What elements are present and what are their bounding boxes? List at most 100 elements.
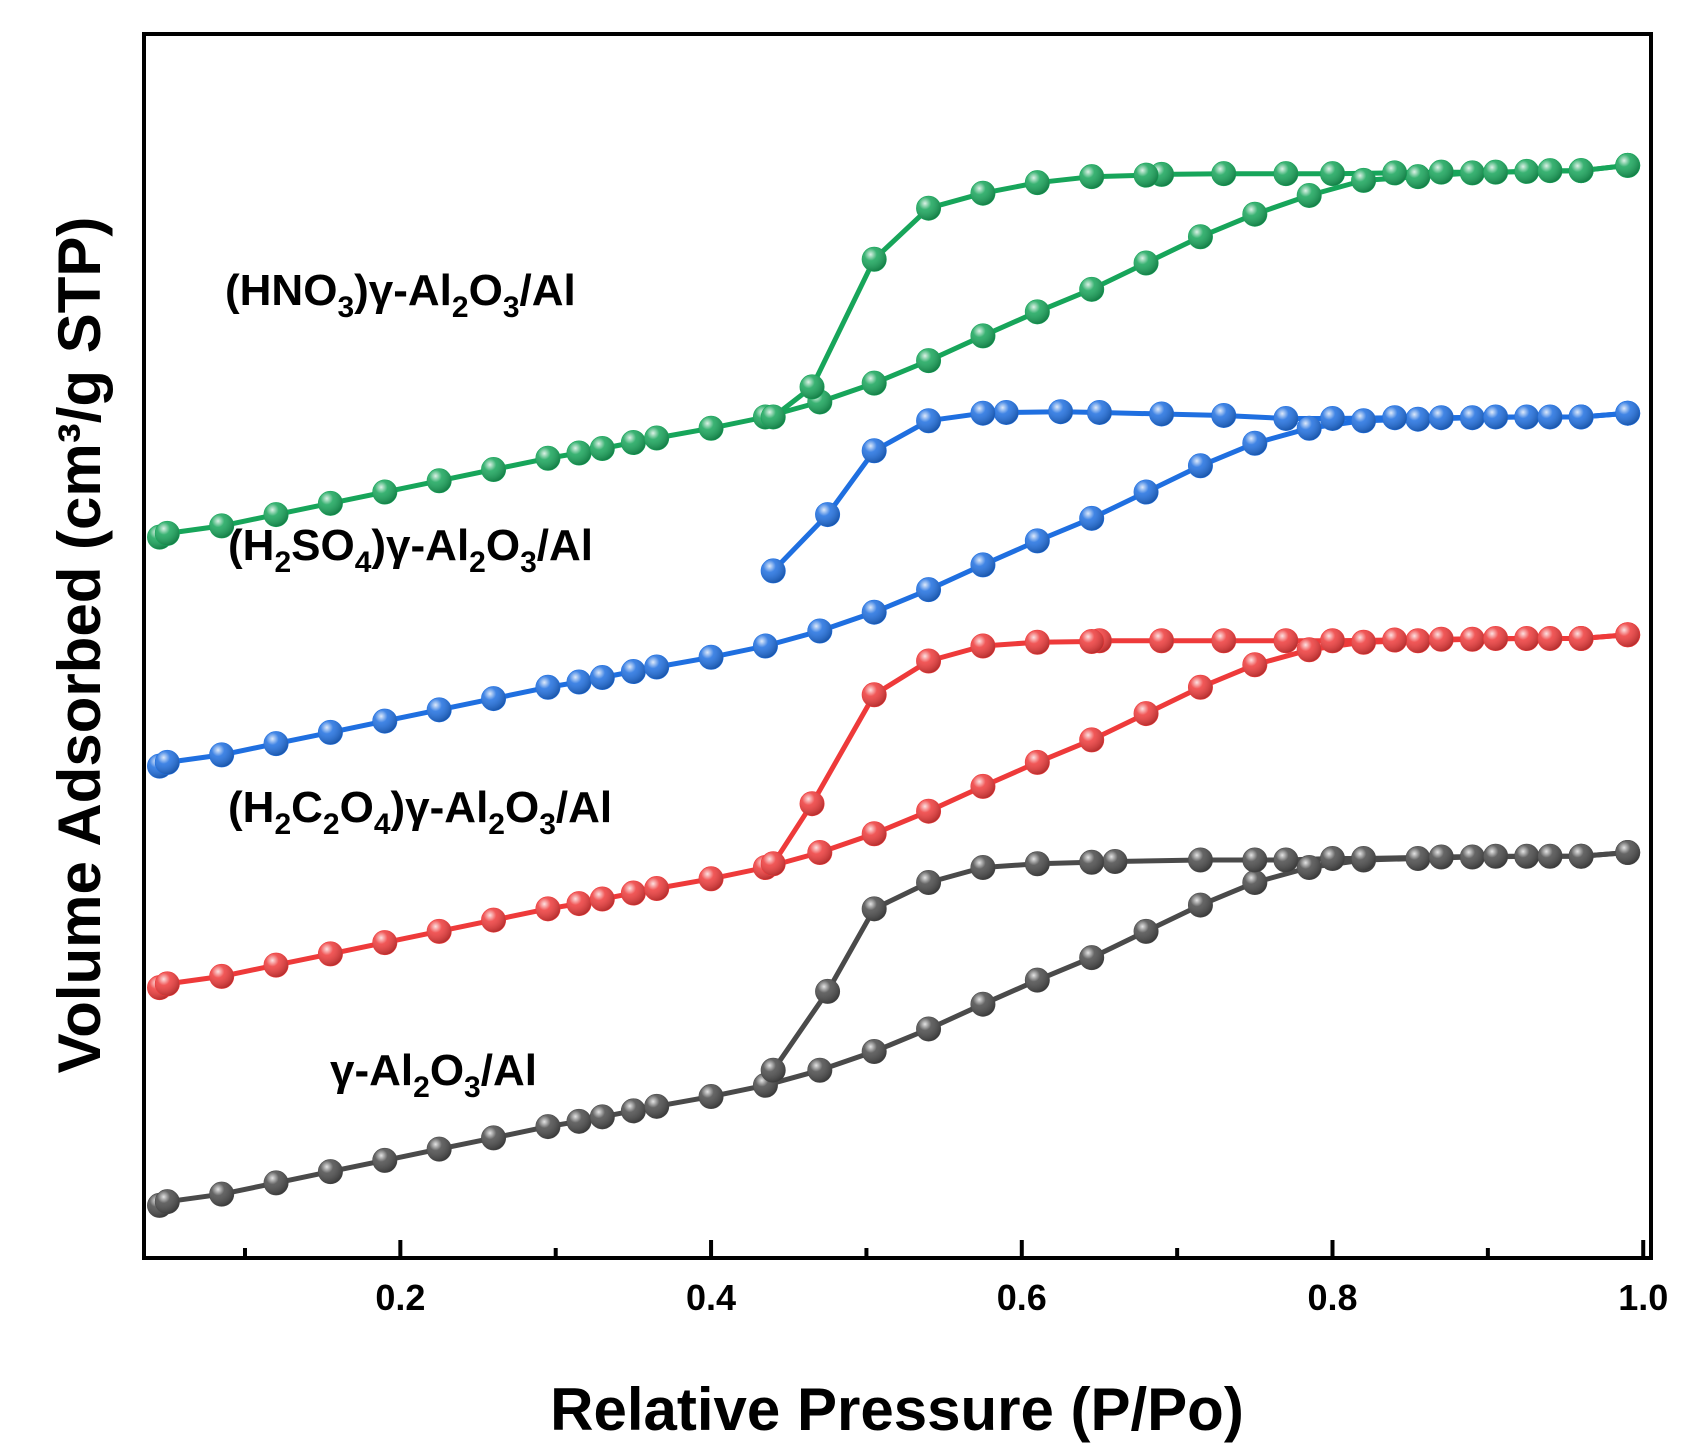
label-subscript: 2 <box>274 546 291 579</box>
point-highlight <box>621 659 646 684</box>
point-highlight <box>372 1148 397 1173</box>
label-text: (HNO <box>225 266 337 315</box>
point-highlight <box>970 552 995 577</box>
label-subscript: 3 <box>464 1071 481 1104</box>
point-highlight <box>970 323 995 348</box>
point-highlight <box>1242 848 1267 873</box>
point-highlight <box>535 675 560 700</box>
point-highlight <box>970 774 995 799</box>
point-highlight <box>264 953 289 978</box>
point-highlight <box>916 799 941 824</box>
point-highlight <box>1103 849 1128 874</box>
label-text: C <box>291 783 323 832</box>
point-highlight <box>1320 406 1345 431</box>
point-highlight <box>1211 161 1236 186</box>
point-highlight <box>1429 845 1454 870</box>
point-highlight <box>1025 968 1050 993</box>
point-highlight <box>1242 431 1267 456</box>
point-highlight <box>1615 401 1640 426</box>
x-axis-ticks: 0.2 0.4 0.6 0.8 1.0 <box>242 1240 1668 1318</box>
point-highlight <box>761 558 786 583</box>
point-highlight <box>535 896 560 921</box>
point-highlight <box>1079 945 1104 970</box>
point-highlight <box>318 941 343 966</box>
point-highlight <box>1538 626 1563 651</box>
label-subscript: 2 <box>488 808 505 841</box>
label-text: γ-Al <box>330 1046 413 1095</box>
point-highlight <box>209 742 234 767</box>
series-labels: γ-Al2O3/Al(H2C2O4)γ-Al2O3/Al(H2SO4)γ-Al2… <box>225 266 612 1104</box>
point-highlight <box>1025 750 1050 775</box>
label-text: )γ-Al <box>354 266 452 315</box>
label-subscript: 2 <box>469 546 486 579</box>
point-highlight <box>1483 404 1508 429</box>
point-highlight <box>862 247 887 272</box>
point-highlight <box>1615 153 1640 178</box>
point-highlight <box>1025 851 1050 876</box>
point-highlight <box>621 881 646 906</box>
label-text: /Al <box>556 783 612 832</box>
point-highlight <box>1429 160 1454 185</box>
point-highlight <box>1320 161 1345 186</box>
point-highlight <box>807 1058 832 1083</box>
point-highlight <box>318 1159 343 1184</box>
point-highlight <box>1079 506 1104 531</box>
point-highlight <box>1569 626 1594 651</box>
plot-frame <box>142 32 1653 1260</box>
point-highlight <box>753 634 778 658</box>
point-highlight <box>264 731 289 756</box>
point-highlight <box>1514 844 1539 869</box>
point-highlight <box>970 855 995 880</box>
series-3 <box>147 152 1641 550</box>
point-highlight <box>372 709 397 734</box>
point-highlight <box>1211 403 1236 428</box>
point-highlight <box>567 891 592 916</box>
point-highlight <box>1297 855 1322 880</box>
point-highlight <box>427 468 452 493</box>
point-highlight <box>1188 224 1213 249</box>
point-highlight <box>862 821 887 846</box>
point-highlight <box>1087 400 1112 425</box>
point-highlight <box>1025 630 1050 655</box>
point-highlight <box>621 1098 646 1123</box>
label-subscript: 4 <box>374 808 391 841</box>
point-highlight <box>1134 480 1159 505</box>
point-highlight <box>1025 299 1050 324</box>
x-tick-label: 0.6 <box>997 1277 1047 1318</box>
point-highlight <box>699 416 724 441</box>
label-subscript: 2 <box>452 291 469 324</box>
point-highlight <box>264 502 289 527</box>
point-highlight <box>1514 626 1539 651</box>
series-layer <box>147 152 1641 1218</box>
desorption-line <box>771 632 1628 866</box>
point-highlight <box>481 1125 506 1150</box>
point-highlight <box>1134 701 1159 726</box>
point-highlight <box>1211 628 1236 653</box>
point-highlight <box>1025 528 1050 553</box>
point-highlight <box>1320 628 1345 653</box>
point-highlight <box>1615 840 1640 865</box>
series-label-3: (HNO3)γ-Al2O3/Al <box>225 266 576 324</box>
point-highlight <box>916 870 941 895</box>
point-highlight <box>1460 405 1485 430</box>
series-2 <box>147 399 1641 779</box>
point-highlight <box>1134 251 1159 276</box>
point-highlight <box>1615 622 1640 647</box>
point-highlight <box>916 1016 941 1041</box>
point-highlight <box>970 992 995 1017</box>
point-highlight <box>862 438 887 463</box>
point-highlight <box>644 425 669 450</box>
point-highlight <box>567 441 592 466</box>
point-highlight <box>644 1094 669 1119</box>
point-highlight <box>1569 404 1594 429</box>
point-highlight <box>1273 161 1298 186</box>
point-highlight <box>1079 277 1104 302</box>
point-highlight <box>1273 848 1298 873</box>
point-highlight <box>427 697 452 722</box>
point-highlight <box>699 645 724 670</box>
x-tick-label: 0.2 <box>375 1277 425 1318</box>
point-highlight <box>862 1039 887 1064</box>
label-text: )γ-Al <box>391 783 489 832</box>
label-subscript: 3 <box>539 808 556 841</box>
point-highlight <box>1297 416 1322 441</box>
